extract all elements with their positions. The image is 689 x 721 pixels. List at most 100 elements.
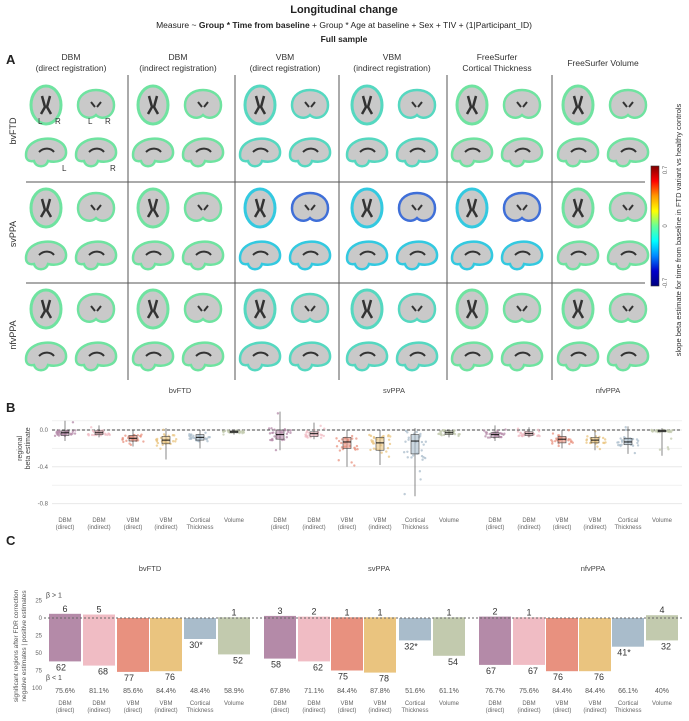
ventricle: [620, 147, 637, 153]
ventricle: [146, 299, 160, 319]
sagittal-brain-slice: [288, 137, 332, 168]
ventricle: [90, 204, 102, 211]
brain-tissue: [500, 137, 544, 168]
box-svPPA-0: [267, 411, 292, 452]
brain-tissue: [556, 240, 600, 271]
x-tick-label: Volume: [439, 701, 460, 707]
colorbar-max: 0.7: [663, 165, 669, 174]
negative-bar: [184, 618, 216, 639]
data-point: [356, 448, 359, 451]
data-point: [136, 439, 140, 442]
data-point: [636, 444, 640, 447]
axial-brain-slice: [29, 288, 63, 330]
data-point: [420, 454, 424, 458]
brain-tissue: [136, 187, 170, 229]
sample-label: Full sample: [321, 34, 368, 44]
y-axis-label-line2: negative estimates | positive estimates: [21, 590, 28, 702]
brain-tissue: [350, 84, 384, 126]
brain-tissue: [131, 137, 175, 168]
data-point: [500, 432, 504, 435]
data-point: [69, 432, 72, 436]
ventricle: [304, 101, 316, 108]
data-point: [585, 441, 588, 444]
data-point: [171, 440, 175, 443]
sagittal-brain-slice: [181, 137, 225, 168]
ventricle: [146, 198, 160, 218]
data-point: [156, 441, 160, 445]
negative-bar: [513, 618, 545, 665]
data-point: [337, 459, 340, 462]
data-point: [438, 432, 441, 435]
brain-map-cell: [345, 187, 439, 271]
data-point: [551, 442, 554, 445]
negative-value-label: 76: [594, 672, 604, 682]
annotation-beta-gt-1: β > 1: [46, 593, 62, 600]
data-point: [57, 430, 61, 433]
x-tick-label: Volume: [439, 518, 460, 524]
brain-tissue: [561, 288, 595, 330]
group-label: nfvPPA: [596, 386, 620, 395]
brain-tissue: [76, 292, 116, 323]
positive-value-label: 4: [659, 605, 664, 615]
formula-rest: + Group * Age at baseline + Sex + TIV + …: [310, 20, 532, 30]
brain-tissue: [74, 137, 118, 168]
sagittal-brain-slice: [395, 341, 439, 372]
x-tick-label: VBM: [373, 518, 386, 524]
sagittal-brain-slice: [288, 240, 332, 271]
ventricle: [514, 147, 531, 153]
row-label: bvFTD: [8, 117, 18, 145]
negative-value-label: 62: [313, 662, 323, 672]
data-point: [488, 436, 492, 439]
data-point: [74, 429, 77, 432]
brain-tissue: [181, 240, 225, 271]
data-point: [368, 433, 371, 437]
data-point: [274, 448, 278, 452]
orientation-label: L: [88, 117, 93, 126]
brain-tissue: [136, 84, 170, 126]
brain-tissue: [243, 84, 277, 126]
ventricle: [570, 250, 587, 256]
ventricle: [360, 299, 374, 319]
brain-tissue: [455, 84, 489, 126]
brain-tissue: [556, 341, 600, 372]
ventricle: [252, 351, 269, 357]
panel-b-boxplot: bvFTD svPPA nfvPPA 0.0 -0.4 -0.8 regional beta …: [17, 386, 682, 531]
brain-tissue: [24, 240, 68, 271]
data-point: [142, 440, 145, 443]
ventricle: [359, 351, 376, 357]
positive-bar: [479, 616, 511, 618]
data-point: [71, 421, 75, 424]
brain-map-cell: [24, 84, 118, 168]
sagittal-brain-slice: [450, 137, 494, 168]
negative-bar: [399, 618, 431, 641]
brain-tissue: [561, 84, 595, 126]
data-point: [90, 426, 93, 429]
colorbar-mid: 0: [663, 224, 669, 228]
data-point: [276, 412, 280, 415]
x-tick-label: DBM: [273, 701, 286, 707]
ventricle: [252, 147, 269, 153]
data-point: [73, 432, 77, 435]
bar-nfvPPA-0: 2 67 76.7% DBM(direct): [479, 607, 511, 714]
column-header: VBM: [276, 52, 294, 62]
data-point: [388, 442, 392, 446]
brain-tissue: [288, 240, 332, 271]
column-header-sub: (indirect registration): [353, 63, 431, 73]
data-point: [307, 431, 311, 434]
column-header: DBM: [62, 52, 81, 62]
bar-bvFTD-2: 77 85.6% VBM(direct): [117, 618, 149, 714]
x-tick-label-sub: (direct): [56, 525, 75, 531]
negative-value-label: 76: [553, 672, 563, 682]
data-point: [631, 437, 635, 441]
sagittal-brain-slice: [74, 240, 118, 271]
x-tick-label: DBM: [307, 701, 320, 707]
x-tick-label-sub: (indirect): [583, 525, 606, 531]
data-point: [139, 435, 142, 438]
data-point: [537, 434, 540, 437]
brain-map-cell: [24, 187, 118, 271]
data-point: [53, 434, 57, 438]
axial-brain-slice: [136, 288, 170, 330]
data-point: [567, 437, 570, 441]
